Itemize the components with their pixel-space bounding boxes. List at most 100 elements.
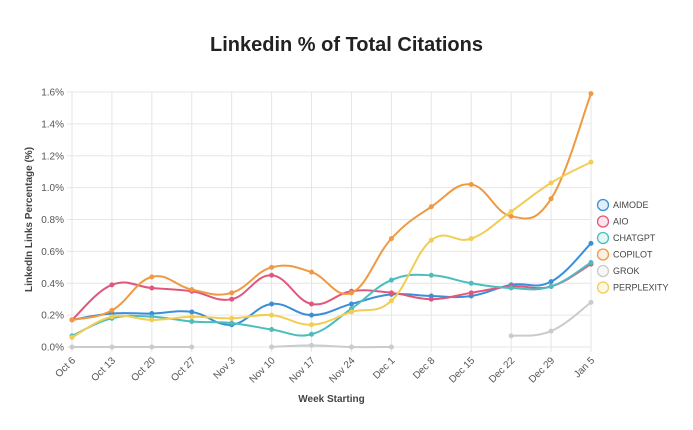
data-point-aio <box>388 290 394 296</box>
data-point-perplexity <box>508 209 514 215</box>
data-point-chatgpt <box>309 331 315 337</box>
x-tick-label: Oct 13 <box>89 355 118 384</box>
data-point-grok <box>309 342 315 348</box>
data-point-aimode <box>269 301 275 307</box>
data-point-copilot <box>388 236 394 242</box>
data-point-grok <box>149 344 155 350</box>
legend-marker-chatgpt <box>596 231 610 245</box>
legend-label-grok: GROK <box>613 266 640 276</box>
data-point-copilot <box>269 264 275 270</box>
legend-label-perplexity: PERPLEXITY <box>613 283 669 293</box>
data-point-perplexity <box>588 159 594 165</box>
data-point-perplexity <box>548 180 554 186</box>
series-lines <box>69 91 594 350</box>
legend-label-chatgpt: CHATGPT <box>613 233 656 243</box>
data-point-chatgpt <box>189 319 195 324</box>
data-point-copilot <box>508 213 514 219</box>
x-tick-label: Oct 6 <box>53 355 78 380</box>
data-point-copilot <box>229 290 235 296</box>
data-point-chatgpt <box>588 260 594 266</box>
data-point-perplexity <box>269 312 275 318</box>
legend-marker-aimode <box>596 198 610 212</box>
data-point-perplexity <box>149 317 155 323</box>
data-point-grok <box>508 333 514 339</box>
x-tick-label: Oct 20 <box>129 355 158 384</box>
x-tick-label: Dec 15 <box>447 355 477 385</box>
y-tick-label: 1.6% <box>41 88 64 99</box>
data-point-chatgpt <box>468 280 474 286</box>
data-point-grok <box>109 344 115 350</box>
data-point-copilot <box>588 91 594 97</box>
data-point-aio <box>149 285 155 291</box>
data-point-copilot <box>428 204 434 210</box>
x-tick-label: Dec 29 <box>527 355 557 385</box>
series-line-aio <box>71 263 592 321</box>
data-point-aio <box>468 290 474 296</box>
legend-marker-grok <box>596 264 610 278</box>
legend-marker-aio <box>596 215 610 228</box>
data-point-grok <box>348 344 354 350</box>
y-tick-label: 0.0% <box>41 343 64 354</box>
y-axis-title: LinkedIn Links Percentage (%) <box>24 147 35 292</box>
y-tick-label: 1.4% <box>41 119 64 130</box>
data-point-aio <box>309 301 315 307</box>
x-tick-label: Dec 22 <box>487 355 517 385</box>
data-point-copilot <box>189 287 195 293</box>
legend-label-aimode: AIMODE <box>613 200 649 210</box>
data-point-copilot <box>149 274 155 280</box>
data-point-copilot <box>309 269 315 275</box>
series-line-aimode <box>71 242 592 326</box>
data-point-perplexity <box>388 298 394 304</box>
data-point-aimode <box>588 240 594 246</box>
data-point-perplexity <box>229 315 235 321</box>
data-point-grok <box>588 299 594 305</box>
data-point-grok <box>388 344 394 350</box>
data-point-aio <box>269 272 275 278</box>
legend-marker-perplexity <box>596 281 610 294</box>
data-point-aimode <box>309 312 315 318</box>
data-point-aio <box>229 296 235 302</box>
x-tick-label: Jan 5 <box>572 355 597 380</box>
data-point-chatgpt <box>269 326 275 332</box>
legend: AIMODE AIO CHATGPT COPILOT GROK PERPLEXITY <box>596 198 669 294</box>
data-point-aio <box>109 282 115 288</box>
data-point-chatgpt <box>388 277 394 283</box>
data-point-aimode <box>548 279 554 285</box>
x-tick-label: Oct 27 <box>169 355 198 384</box>
data-point-grok <box>548 328 554 334</box>
data-point-chatgpt <box>229 320 235 326</box>
x-tick-label: Nov 10 <box>248 355 278 385</box>
legend-label-copilot: COPILOT <box>613 250 653 260</box>
data-point-grok <box>69 344 75 350</box>
legend-label-aio: AIO <box>613 217 629 227</box>
x-axis-title: Week Starting <box>298 394 365 405</box>
data-point-copilot <box>69 317 75 323</box>
data-point-copilot <box>548 196 554 202</box>
y-tick-label: 0.6% <box>41 247 64 258</box>
data-point-copilot <box>109 307 115 313</box>
x-tick-label: Nov 17 <box>287 355 317 385</box>
data-point-copilot <box>468 181 474 187</box>
data-point-perplexity <box>428 237 434 243</box>
data-point-perplexity <box>189 314 195 320</box>
x-tick-label: Nov 3 <box>212 355 239 382</box>
data-point-perplexity <box>309 322 315 328</box>
data-point-chatgpt <box>548 283 554 289</box>
y-tick-label: 1.0% <box>41 183 64 194</box>
y-tick-label: 0.4% <box>41 279 64 290</box>
data-point-perplexity <box>109 314 115 320</box>
series-line-grok <box>270 344 393 349</box>
data-point-perplexity <box>468 236 474 242</box>
x-tick-label: Nov 24 <box>327 355 357 385</box>
chart-title: Linkedin % of Total Citations <box>210 34 483 56</box>
series-line-perplexity <box>71 161 592 339</box>
x-tick-label: Dec 8 <box>411 355 438 382</box>
data-point-aimode <box>348 301 354 307</box>
y-tick-label: 0.2% <box>41 311 64 322</box>
legend-marker-copilot <box>596 248 610 261</box>
data-point-perplexity <box>348 309 354 315</box>
x-tick-label: Dec 1 <box>371 355 398 382</box>
series-line-chatgpt <box>71 261 592 337</box>
